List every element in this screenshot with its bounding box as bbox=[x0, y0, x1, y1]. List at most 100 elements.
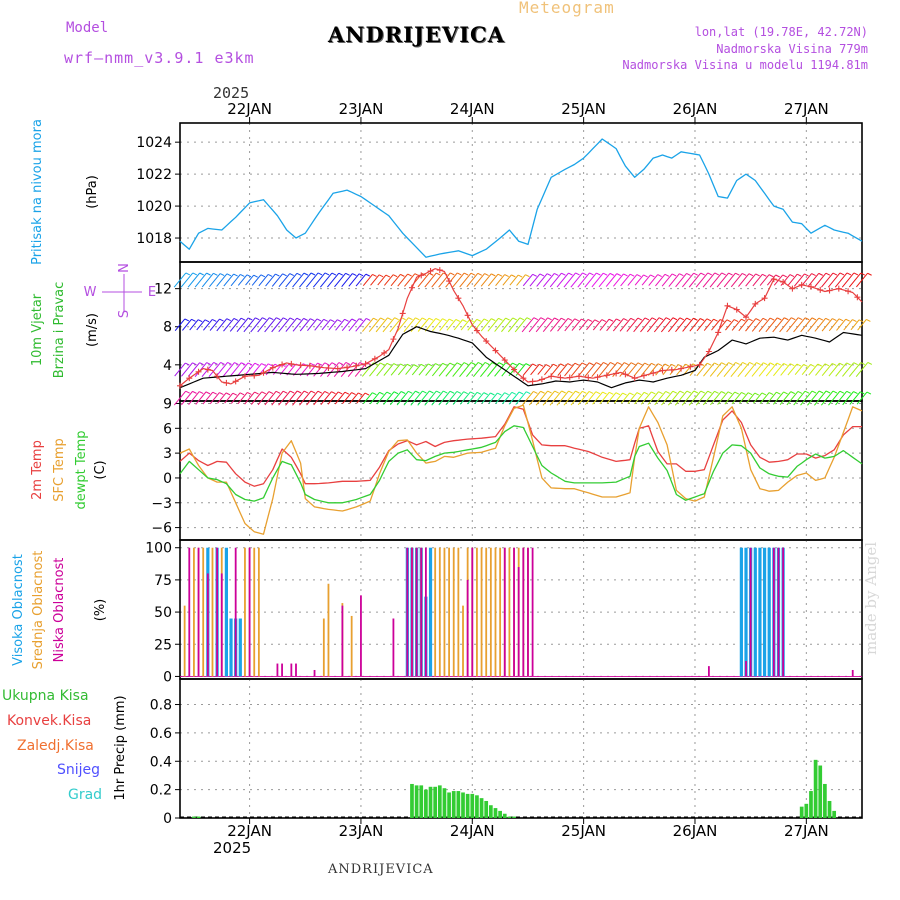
wind-barb-tick bbox=[811, 273, 816, 277]
wind-barb bbox=[571, 318, 582, 331]
wind-barb bbox=[738, 318, 749, 332]
wind-barb-tick bbox=[797, 390, 803, 394]
wind-barb-tick bbox=[789, 274, 795, 278]
wind-barb bbox=[855, 362, 869, 378]
wind-barb-tick bbox=[574, 362, 580, 366]
wind-barb bbox=[793, 317, 806, 333]
wind-barb bbox=[285, 272, 298, 288]
wind-ytick-label: 8 bbox=[163, 320, 172, 336]
wind-barb-tick bbox=[601, 319, 607, 323]
wind-barb bbox=[634, 391, 645, 405]
wind-barb-tick bbox=[463, 391, 468, 395]
wind-barb bbox=[528, 390, 541, 406]
wind-barb bbox=[765, 362, 778, 377]
wind-barb-tick bbox=[512, 362, 517, 366]
wind-speed-marker bbox=[724, 302, 731, 309]
wind-barb-tick bbox=[596, 362, 601, 366]
wind-barb bbox=[800, 390, 813, 406]
wind-barb-tick bbox=[199, 391, 204, 395]
wind-reference-line bbox=[179, 326, 863, 389]
wind-barb-tick bbox=[747, 392, 753, 396]
cloud-bar-1 bbox=[457, 547, 460, 677]
wind-barb bbox=[828, 318, 840, 332]
cloud-bar-1 bbox=[476, 547, 478, 677]
wind-barb-tick bbox=[406, 363, 412, 367]
wind-speed-marker bbox=[770, 276, 777, 283]
wind-barb bbox=[702, 390, 715, 406]
wind-barb-tick bbox=[275, 390, 281, 394]
temp-ylabel-sfc: SFC Temp bbox=[52, 438, 67, 502]
wind-barb-tick bbox=[525, 363, 531, 367]
wind-barb bbox=[841, 272, 855, 288]
cloud-bar-2 bbox=[772, 547, 775, 677]
wind-speed-marker bbox=[678, 365, 685, 372]
wind-barb bbox=[591, 362, 604, 377]
precip-bar bbox=[410, 783, 414, 818]
wind-barb-tick bbox=[344, 318, 349, 322]
wind-barb bbox=[564, 362, 576, 377]
wind-barb-tick bbox=[457, 272, 462, 276]
wind-barb-tick bbox=[644, 362, 649, 366]
wind-barb bbox=[535, 317, 548, 333]
wind-barb-tick bbox=[247, 391, 252, 395]
wind-barb-tick bbox=[234, 362, 239, 366]
wind-barb bbox=[251, 274, 262, 286]
wind-barb-tick bbox=[407, 273, 412, 277]
wind-barb bbox=[201, 272, 214, 288]
wind-barb bbox=[180, 272, 194, 288]
wind-barb bbox=[522, 391, 534, 406]
wind-barb bbox=[688, 390, 702, 406]
wind-barb-tick bbox=[845, 318, 850, 322]
precip-bar bbox=[465, 793, 470, 818]
wind-barb-tick bbox=[686, 272, 691, 276]
wind-barb-tick bbox=[373, 317, 378, 321]
wind-barb-tick bbox=[385, 274, 391, 278]
wind-barb-tick bbox=[629, 392, 634, 396]
wind-barb bbox=[187, 362, 200, 377]
wind-barb bbox=[264, 390, 277, 406]
date-label-top: 24JAN bbox=[450, 100, 495, 118]
wind-speed-marker bbox=[566, 374, 573, 381]
wind-barb-tick bbox=[420, 363, 426, 367]
cloud-bar-0 bbox=[224, 547, 228, 677]
wind-barb bbox=[507, 317, 521, 333]
wind-barb bbox=[376, 391, 388, 405]
wind-barb bbox=[250, 391, 263, 405]
precip-bar bbox=[192, 816, 196, 818]
wind-barb-tick bbox=[324, 362, 329, 366]
wind-speed-marker bbox=[483, 338, 490, 345]
wind-barb-tick bbox=[728, 362, 733, 366]
wind-speed-marker bbox=[761, 295, 768, 302]
wind-barb-tick bbox=[519, 317, 525, 321]
wind-barb bbox=[723, 272, 736, 288]
wind-barb-tick bbox=[511, 391, 517, 395]
wind-barb bbox=[660, 317, 674, 333]
wind-barb-tick bbox=[866, 319, 871, 322]
compass-east: E bbox=[148, 285, 156, 300]
wind-barb-tick bbox=[490, 392, 495, 396]
wind-barb bbox=[724, 391, 736, 405]
wind-barb-tick bbox=[449, 362, 455, 366]
wind-barb bbox=[487, 273, 499, 287]
wind-barb-tick bbox=[581, 318, 586, 322]
wind-barb bbox=[348, 318, 360, 332]
wind-barb-tick bbox=[422, 390, 427, 394]
wind-barb-tick bbox=[582, 272, 587, 276]
wind-barb bbox=[606, 392, 617, 404]
cloud-bar-2 bbox=[777, 547, 780, 677]
wind-barb bbox=[349, 392, 359, 404]
wind-barb-tick bbox=[568, 390, 573, 394]
wind-barb-tick bbox=[233, 273, 238, 277]
wind-barb bbox=[236, 362, 249, 377]
wind-barb bbox=[278, 273, 291, 287]
wind-barb-tick bbox=[616, 318, 621, 322]
bottom-year-label: 2025 bbox=[213, 839, 252, 857]
precip-ytick-label: 0 bbox=[163, 811, 172, 827]
wind-speed-marker bbox=[232, 378, 239, 385]
wind-barb bbox=[834, 272, 848, 288]
wind-barb bbox=[689, 318, 701, 332]
precip-bar bbox=[809, 791, 813, 818]
wind-barb-tick bbox=[575, 272, 580, 276]
wind-barb-tick bbox=[401, 317, 406, 321]
wind-barb-tick bbox=[310, 390, 316, 394]
